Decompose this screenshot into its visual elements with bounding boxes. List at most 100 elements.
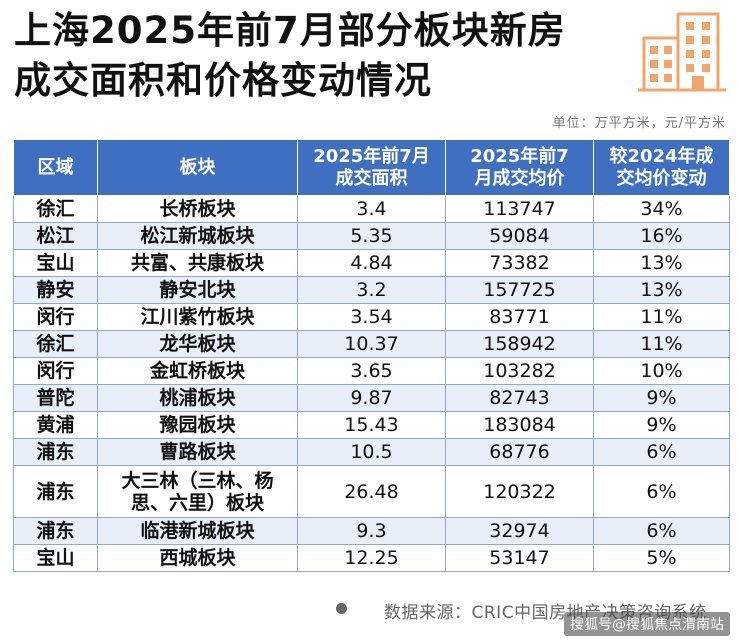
- cell-change: 13%: [593, 249, 730, 277]
- cell-area: 4.84: [297, 249, 446, 277]
- cell-block: 曹路板块: [97, 438, 298, 466]
- cell-block: 静安北块: [97, 276, 298, 304]
- cell-change: 6%: [593, 465, 730, 518]
- cell-price: 82743: [445, 384, 594, 412]
- header-price-line: 2025年前7: [470, 145, 569, 167]
- header-block: 板块: [97, 139, 298, 196]
- cell-price: 53147: [445, 544, 594, 572]
- cell-change: 5%: [593, 544, 730, 572]
- cell-region: 徐汇: [13, 330, 98, 358]
- cell-change: 6%: [593, 517, 730, 545]
- table-row: 宝山 西城板块 12.25 53147 5%: [13, 544, 730, 572]
- cell-region: 闵行: [13, 357, 98, 385]
- cell-price: 120322: [445, 465, 594, 518]
- cell-price: 59084: [445, 222, 594, 250]
- table-row: 浦东 曹路板块 10.5 68776 6%: [13, 438, 730, 466]
- cell-price: 183084: [445, 411, 594, 439]
- cell-region: 闵行: [13, 303, 98, 331]
- cell-area: 12.25: [297, 544, 446, 572]
- title-line-2: 成交面积和价格变动情况: [14, 59, 432, 102]
- building-icon: [638, 12, 726, 92]
- cell-price: 83771: [445, 303, 594, 331]
- table-row: 普陀 桃浦板块 9.87 82743 9%: [13, 384, 730, 412]
- header-block-line: 板块: [179, 156, 216, 178]
- bullet-dot-icon: [336, 603, 347, 614]
- cell-area: 26.48: [297, 465, 446, 518]
- cell-region: 宝山: [13, 249, 98, 277]
- table-row: 浦东 大三林（三林、杨 思、六里）板块 26.48 120322 6%: [13, 465, 730, 518]
- cell-area: 10.5: [297, 438, 446, 466]
- header-price: 2025年前7 月成交均价: [445, 139, 594, 196]
- table-row: 静安 静安北块 3.2 157725 13%: [13, 276, 730, 304]
- cell-block: 西城板块: [97, 544, 298, 572]
- cell-region: 浦东: [13, 517, 98, 545]
- cell-area: 10.37: [297, 330, 446, 358]
- cell-change: 13%: [593, 276, 730, 304]
- header-price-line: 月成交均价: [474, 167, 565, 189]
- table-row: 闵行 江川紫竹板块 3.54 83771 11%: [13, 303, 730, 331]
- cell-change: 11%: [593, 303, 730, 331]
- cell-area: 3.65: [297, 357, 446, 385]
- cell-region: 宝山: [13, 544, 98, 572]
- cell-price: 157725: [445, 276, 594, 304]
- header-area: 2025年前7月 成交面积: [297, 139, 446, 196]
- header-region-line: 区域: [37, 156, 74, 178]
- cell-change: 11%: [593, 330, 730, 358]
- table-body: 徐汇 长桥板块 3.4 113747 34% 松江 松江新城板块 5.35 59084 16% 宝山…: [13, 195, 730, 572]
- cell-price: 158942: [445, 330, 594, 358]
- cell-region: 静安: [13, 276, 98, 304]
- table-row: 闵行 金虹桥板块 3.65 103282 10%: [13, 357, 730, 385]
- header-region: 区域: [13, 139, 98, 196]
- cell-change: 9%: [593, 384, 730, 412]
- cell-area: 15.43: [297, 411, 446, 439]
- table-row: 宝山 共富、共康板块 4.84 73382 13%: [13, 249, 730, 277]
- cell-block: 共富、共康板块: [97, 249, 298, 277]
- cell-block: 金虹桥板块: [97, 357, 298, 385]
- data-table: 区域 板块 2025年前7月 成交面积 2025年前7 月成交均价 较2024年成 交均价变动…: [13, 139, 730, 572]
- cell-region: 松江: [13, 222, 98, 250]
- cell-block: 豫园板块: [97, 411, 298, 439]
- cell-block: 龙华板块: [97, 330, 298, 358]
- cell-block: 临港新城板块: [97, 517, 298, 545]
- table-row: 浦东 临港新城板块 9.3 32974 6%: [13, 517, 730, 545]
- table-row: 徐汇 龙华板块 10.37 158942 11%: [13, 330, 730, 358]
- cell-block: 大三林（三林、杨 思、六里）板块: [97, 465, 298, 518]
- cell-area: 5.35: [297, 222, 446, 250]
- cell-area: 9.87: [297, 384, 446, 412]
- cell-price: 103282: [445, 357, 594, 385]
- cell-price: 32974: [445, 517, 594, 545]
- cell-price: 73382: [445, 249, 594, 277]
- cell-block: 桃浦板块: [97, 384, 298, 412]
- cell-block: 江川紫竹板块: [97, 303, 298, 331]
- table-header-row: 区域 板块 2025年前7月 成交面积 2025年前7 月成交均价 较2024年成 交均价变动: [13, 139, 730, 196]
- header-area-line: 成交面积: [335, 167, 408, 189]
- cell-area: 3.2: [297, 276, 446, 304]
- cell-region: 徐汇: [13, 195, 98, 223]
- header-change-line: 交均价变动: [616, 167, 707, 189]
- header-change-line: 较2024年成: [609, 145, 714, 167]
- header-change: 较2024年成 交均价变动: [593, 139, 730, 196]
- cell-change: 6%: [593, 438, 730, 466]
- unit-note: 单位：万平方米，元/平方米: [552, 116, 726, 131]
- cell-block: 长桥板块: [97, 195, 298, 223]
- table-row: 松江 松江新城板块 5.35 59084 16%: [13, 222, 730, 250]
- cell-price: 113747: [445, 195, 594, 223]
- cell-area: 3.54: [297, 303, 446, 331]
- table-row: 徐汇 长桥板块 3.4 113747 34%: [13, 195, 730, 223]
- cell-change: 16%: [593, 222, 730, 250]
- cell-area: 3.4: [297, 195, 446, 223]
- cell-region: 普陀: [13, 384, 98, 412]
- cell-change: 10%: [593, 357, 730, 385]
- cell-region: 浦东: [13, 438, 98, 466]
- cell-change: 9%: [593, 411, 730, 439]
- cell-block: 松江新城板块: [97, 222, 298, 250]
- title-line-1: 上海2025年前7月部分板块新房: [14, 9, 566, 52]
- table-row: 黄浦 豫园板块 15.43 183084 9%: [13, 411, 730, 439]
- page-title: 上海2025年前7月部分板块新房 成交面积和价格变动情况: [14, 6, 614, 106]
- cell-change: 34%: [593, 195, 730, 223]
- watermark: 搜狐号@搜狐焦点渭南站: [564, 612, 730, 636]
- cell-region: 黄浦: [13, 411, 98, 439]
- header-area-line: 2025年前7月: [313, 145, 430, 167]
- cell-region: 浦东: [13, 465, 98, 518]
- cell-area: 9.3: [297, 517, 446, 545]
